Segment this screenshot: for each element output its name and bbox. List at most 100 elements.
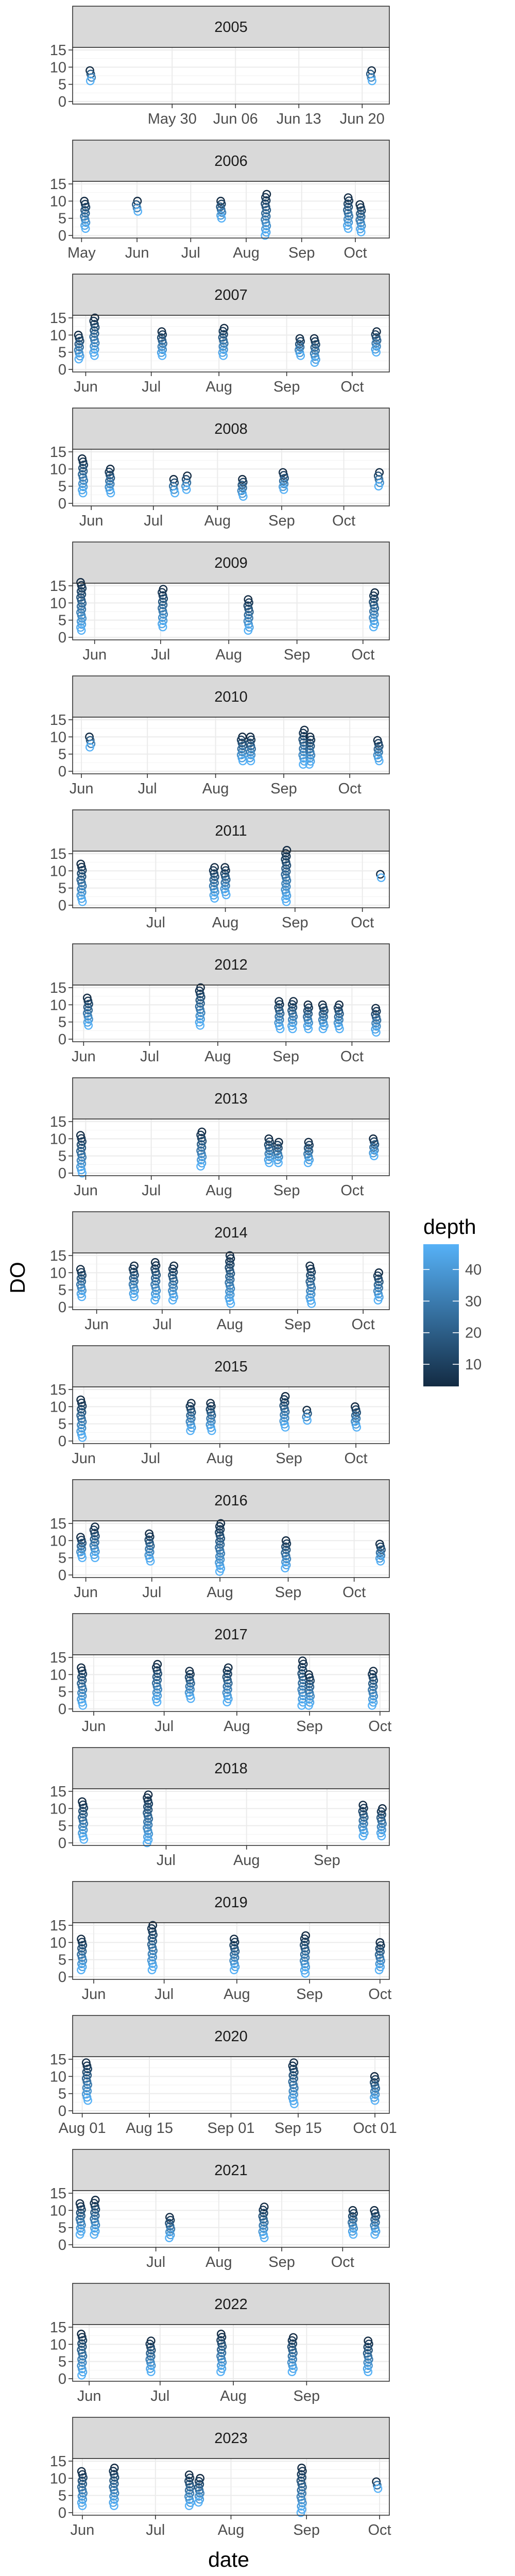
x-tick-label: Sep — [273, 379, 300, 395]
x-tick-label: Sep — [270, 781, 297, 797]
x-axis: Jun Jul Aug Sep Oct — [74, 1176, 364, 1199]
data-point — [288, 1024, 297, 1033]
y-tick-label: 15 — [50, 2319, 66, 2336]
panel-border — [72, 181, 390, 239]
y-tick-label: 5 — [58, 1014, 66, 1031]
panel-border — [72, 1520, 390, 1578]
y-tick-label: 15 — [50, 1784, 66, 1800]
panel-border — [72, 47, 390, 105]
y-tick-label: 5 — [58, 1684, 66, 1701]
data-point — [376, 1556, 385, 1566]
data-point — [219, 351, 228, 360]
y-tick-label: 15 — [50, 980, 66, 996]
x-tick-label: Jun — [125, 245, 149, 261]
x-axis: Jun Jul Aug Sep Oct — [84, 1310, 375, 1333]
data-point — [301, 1969, 310, 1978]
y-tick-label: 10 — [50, 1265, 66, 1281]
data-point — [374, 1965, 384, 1975]
data-point — [358, 1832, 368, 1841]
y-axis-title: DO — [6, 1262, 29, 1294]
data-point — [302, 1412, 311, 1421]
data-points — [76, 845, 386, 906]
y-tick-label: 5 — [58, 479, 66, 495]
data-point — [226, 1299, 235, 1308]
y-tick-label: 5 — [58, 2086, 66, 2103]
x-tick-label: Jun — [84, 1316, 109, 1333]
gridlines — [73, 47, 389, 104]
facet-strip — [72, 2283, 390, 2325]
data-point — [230, 1965, 238, 1975]
x-tick-label: Aug — [233, 245, 260, 261]
data-point — [371, 1028, 381, 1037]
y-tick-label: 0 — [58, 897, 66, 914]
x-tick-label: Sep — [296, 1718, 323, 1735]
data-point — [369, 622, 378, 632]
x-axis: May 30 Jun 06 Jun 13 Jun 20 — [148, 104, 385, 127]
y-tick-label: 15 — [50, 1918, 66, 1934]
data-point — [344, 224, 353, 233]
y-tick-label: 15 — [50, 1516, 66, 1532]
x-tick-label: Sep 15 — [274, 2120, 322, 2137]
data-points — [76, 1519, 386, 1576]
y-tick-label: 15 — [50, 2185, 66, 2202]
y-tick-label: 0 — [58, 2505, 66, 2521]
data-points — [75, 2195, 381, 2243]
x-tick-label: Jun — [72, 1450, 96, 1467]
facet-strip — [72, 1211, 390, 1253]
data-point — [81, 224, 90, 233]
x-axis: May Jun Jul Aug Sep Oct — [67, 238, 367, 261]
data-point — [168, 1296, 177, 1305]
data-point — [374, 756, 384, 766]
data-point — [296, 351, 305, 360]
x-axis: Jun Jul Aug Sep Oct — [74, 372, 364, 395]
x-tick-label: Aug — [205, 379, 232, 395]
x-tick-label: Oct — [351, 647, 374, 663]
x-tick-label: Aug — [205, 1182, 232, 1199]
x-tick-label: Aug 15 — [126, 2120, 173, 2137]
y-tick-label: 10 — [50, 863, 66, 879]
data-points — [81, 2058, 381, 2109]
data-point — [78, 1553, 87, 1563]
facet-strip — [72, 809, 390, 852]
panel-border — [72, 449, 390, 506]
x-axis: Jun Jul Aug Sep Oct — [82, 1979, 391, 2003]
x-tick-label: Sep 01 — [208, 2120, 255, 2137]
x-tick-label: Sep — [288, 245, 315, 261]
data-point — [196, 1021, 205, 1030]
x-tick-label: Jun 06 — [213, 111, 258, 127]
x-tick-label: Sep — [272, 1048, 299, 1065]
y-tick-label: 5 — [58, 1148, 66, 1165]
x-tick-label: Aug — [207, 1584, 233, 1601]
data-point — [305, 760, 314, 769]
x-axis: Jul Aug Sep Oct — [146, 908, 374, 931]
data-point — [265, 1158, 274, 1167]
data-point — [77, 626, 86, 635]
x-tick-label: Jul — [154, 1718, 174, 1735]
panel-border — [72, 2190, 390, 2248]
x-axis: Jun Jul Aug Sep Oct — [82, 640, 374, 663]
data-point — [303, 1158, 313, 1167]
data-point — [186, 1694, 195, 1703]
x-tick-label: Jul — [146, 2254, 165, 2270]
data-point — [85, 76, 95, 86]
x-tick-label: Sep — [273, 1182, 300, 1199]
data-point — [78, 897, 87, 906]
data-point — [221, 890, 231, 900]
x-tick-label: Oct — [368, 1718, 391, 1735]
y-tick-label: 15 — [50, 310, 66, 327]
data-point — [304, 1701, 313, 1710]
legend-title: depth — [423, 1215, 476, 1239]
y-tick-label: 0 — [58, 2371, 66, 2387]
y-tick-label: 5 — [58, 880, 66, 897]
data-point — [372, 348, 381, 357]
